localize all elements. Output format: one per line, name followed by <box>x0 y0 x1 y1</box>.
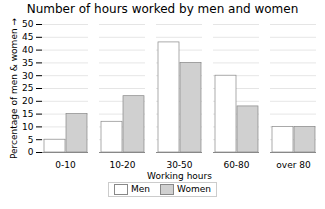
svg-text:15: 15 <box>22 109 33 119</box>
svg-text:Working hours: Working hours <box>147 171 212 181</box>
svg-text:0-10: 0-10 <box>55 160 76 170</box>
svg-text:5: 5 <box>28 135 34 145</box>
svg-text:40: 40 <box>22 45 34 55</box>
svg-text:30-50: 30-50 <box>166 160 192 170</box>
svg-text:over 80: over 80 <box>276 160 311 170</box>
svg-text:10: 10 <box>22 122 34 132</box>
svg-text:25: 25 <box>22 83 33 93</box>
svg-text:45: 45 <box>22 32 33 42</box>
svg-text:Percentage of men & women →: Percentage of men & women → <box>9 18 19 160</box>
html-text:Women: Women <box>177 184 211 194</box>
svg-text:20: 20 <box>22 96 34 106</box>
html-text:Number of hours worked by men: Number of hours worked by men and women <box>26 2 299 16</box>
svg-text:60-80: 60-80 <box>223 160 249 170</box>
svg-text:10-20: 10-20 <box>109 160 135 170</box>
svg-text:30: 30 <box>22 71 34 81</box>
svg-text:0: 0 <box>28 147 34 157</box>
svg-text:50: 50 <box>22 19 34 29</box>
html-text:Men: Men <box>131 184 151 194</box>
svg-text:35: 35 <box>22 58 33 68</box>
